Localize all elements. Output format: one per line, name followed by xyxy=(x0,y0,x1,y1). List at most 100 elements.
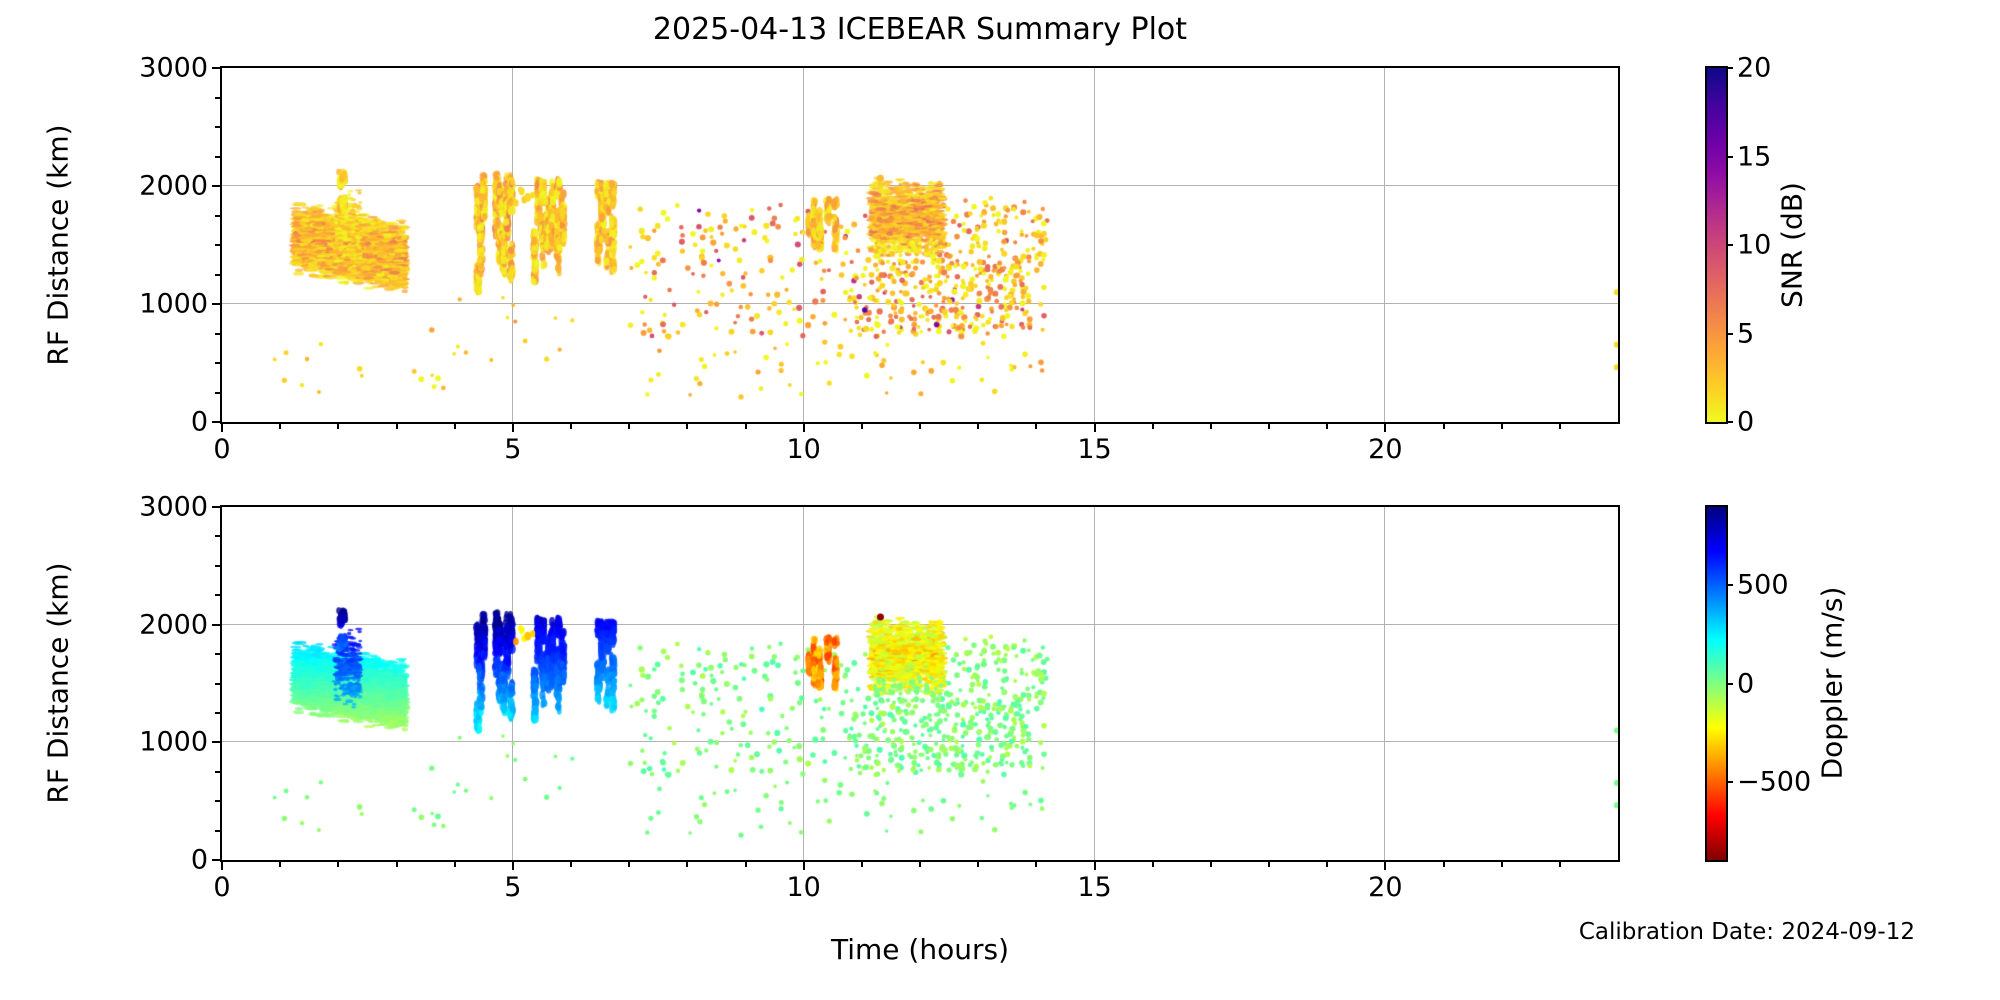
figure-title: 2025-04-13 ICEBEAR Summary Plot xyxy=(652,12,1188,47)
tick-label: 0 xyxy=(1737,668,1755,699)
tick-mark xyxy=(511,424,514,432)
tick-label: −500 xyxy=(1737,766,1812,798)
tick-mark xyxy=(212,506,220,508)
tick-mark xyxy=(337,424,340,429)
tick-mark xyxy=(221,424,223,432)
tick-mark xyxy=(1384,424,1387,432)
tick-mark xyxy=(1384,862,1387,870)
tick-label: 0 xyxy=(190,406,208,438)
tick-label: 10 xyxy=(1737,229,1772,261)
tick-mark xyxy=(860,862,863,867)
tick-mark xyxy=(570,862,572,867)
tick-mark xyxy=(1442,424,1445,429)
tick-mark xyxy=(215,564,220,567)
x-axis-label: Time (hours) xyxy=(831,933,1009,966)
tick-mark xyxy=(1726,332,1733,335)
tick-mark xyxy=(1726,155,1733,158)
tick-mark xyxy=(1326,862,1329,867)
tick-mark xyxy=(215,682,220,685)
tick-mark xyxy=(1442,862,1445,867)
tick-mark xyxy=(744,862,747,867)
doppler-scatter-canvas xyxy=(222,507,1618,860)
tick-label: 0 xyxy=(1737,406,1755,438)
tick-mark xyxy=(686,424,689,429)
tick-mark xyxy=(1558,862,1561,867)
tick-label: 3000 xyxy=(139,52,208,84)
snr-colorbar xyxy=(1705,66,1728,424)
doppler-colorbar xyxy=(1705,505,1728,862)
tick-mark xyxy=(1035,862,1038,867)
tick-label: 5 xyxy=(1737,318,1755,349)
tick-mark xyxy=(215,96,220,99)
tick-label: 20 xyxy=(1368,434,1403,465)
tick-mark xyxy=(212,623,220,626)
tick-mark xyxy=(215,594,220,597)
tick-mark xyxy=(919,424,921,429)
tick-mark xyxy=(1151,424,1154,429)
tick-mark xyxy=(1268,424,1270,429)
tick-mark xyxy=(1500,424,1503,429)
tick-mark xyxy=(977,862,980,867)
tick-mark xyxy=(1726,682,1733,685)
tick-label: 5 xyxy=(504,434,522,465)
tick-label: 15 xyxy=(1737,141,1772,172)
tick-mark xyxy=(215,770,220,773)
snr-scatter-panel xyxy=(220,66,1620,424)
tick-mark xyxy=(511,862,514,870)
tick-mark xyxy=(977,424,980,429)
tick-label: 20 xyxy=(1737,52,1772,84)
tick-mark xyxy=(221,862,223,870)
tick-label: 500 xyxy=(1737,569,1789,601)
tick-mark xyxy=(1726,584,1733,587)
tick-mark xyxy=(860,424,863,429)
tick-mark xyxy=(1093,862,1096,870)
tick-mark xyxy=(215,653,220,656)
snr-colorbar-label: SNR (dB) xyxy=(1775,182,1809,308)
tick-label: 2000 xyxy=(139,609,208,641)
tick-mark xyxy=(1035,424,1038,429)
tick-label: 10 xyxy=(786,872,821,903)
tick-mark xyxy=(215,273,220,276)
tick-mark xyxy=(212,185,220,187)
tick-label: 15 xyxy=(1077,872,1112,903)
tick-mark xyxy=(686,862,689,867)
calibration-date-text: Calibration Date: 2024-09-12 xyxy=(1578,919,1915,945)
tick-mark xyxy=(215,800,220,803)
tick-mark xyxy=(215,391,220,394)
tick-mark xyxy=(1326,424,1329,429)
tick-mark xyxy=(337,862,340,867)
tick-mark xyxy=(212,741,220,744)
tick-mark xyxy=(215,362,220,364)
tick-mark xyxy=(1558,424,1561,429)
tick-mark xyxy=(395,862,398,867)
tick-mark xyxy=(215,332,220,335)
tick-mark xyxy=(212,859,220,861)
tick-label: 10 xyxy=(786,434,821,465)
tick-mark xyxy=(212,421,220,423)
tick-mark xyxy=(215,155,220,158)
doppler-scatter-panel xyxy=(220,505,1620,862)
tick-mark xyxy=(215,535,220,538)
tick-label: 0 xyxy=(190,844,208,876)
tick-mark xyxy=(628,424,631,429)
tick-label: 2000 xyxy=(139,170,208,202)
tick-label: 3000 xyxy=(139,491,208,523)
y-axis-label-top: RF Distance (km) xyxy=(41,124,75,366)
tick-mark xyxy=(802,424,805,432)
tick-mark xyxy=(570,424,572,429)
tick-mark xyxy=(1726,421,1733,423)
tick-mark xyxy=(212,303,220,305)
doppler-colorbar-label: Doppler (m/s) xyxy=(1815,586,1849,780)
tick-mark xyxy=(279,424,282,429)
tick-label: 0 xyxy=(213,872,231,903)
tick-mark xyxy=(1093,424,1096,432)
tick-mark xyxy=(919,862,921,867)
tick-mark xyxy=(215,829,220,832)
tick-mark xyxy=(1726,780,1733,783)
tick-mark xyxy=(1500,862,1503,867)
tick-label: 1000 xyxy=(139,288,208,320)
tick-mark xyxy=(802,862,805,870)
tick-mark xyxy=(628,862,631,867)
tick-label: 20 xyxy=(1368,872,1403,903)
tick-mark xyxy=(395,424,398,429)
